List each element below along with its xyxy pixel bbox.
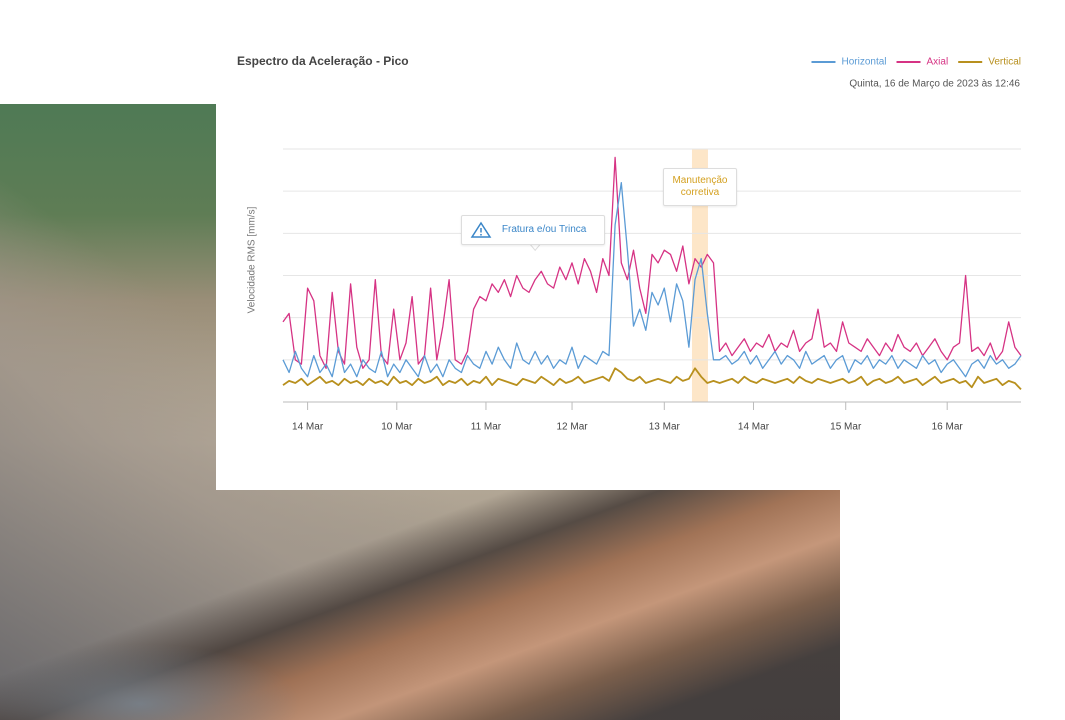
warning-icon bbox=[470, 221, 492, 239]
x-tick-label: 13 Mar bbox=[649, 422, 681, 433]
x-tick-label: 12 Mar bbox=[556, 422, 588, 433]
series-line bbox=[282, 182, 1022, 378]
x-tick-label: 10 Mar bbox=[381, 422, 413, 433]
x-tick-label: 15 Mar bbox=[830, 422, 862, 433]
x-tick-label: 14 Mar bbox=[738, 422, 770, 433]
series-line bbox=[282, 367, 1022, 391]
x-tick-label: 16 Mar bbox=[932, 422, 964, 433]
chart-panel bbox=[216, 0, 1065, 490]
x-tick-label: 14 Mar bbox=[292, 422, 324, 433]
maintenance-callout: Manutenção corretiva bbox=[662, 168, 737, 206]
fracture-callout: Fratura e/ou Trinca bbox=[461, 215, 606, 246]
legend-label: Axial bbox=[927, 57, 949, 68]
series-line bbox=[282, 156, 1022, 369]
callout-text: Fratura e/ou Trinca bbox=[501, 224, 587, 236]
y-axis-label: Velocidade RMS [mm/s] bbox=[247, 206, 258, 313]
chart-subtitle: Quinta, 16 de Março de 2023 às 12:46 bbox=[849, 79, 1020, 90]
callout-pointer bbox=[529, 244, 541, 252]
x-tick-label: 11 Mar bbox=[471, 422, 502, 433]
chart-title: Espectro da Aceleração - Pico bbox=[237, 54, 409, 68]
legend-label: Horizontal bbox=[841, 57, 886, 68]
legend-label: Vertical bbox=[988, 57, 1021, 68]
